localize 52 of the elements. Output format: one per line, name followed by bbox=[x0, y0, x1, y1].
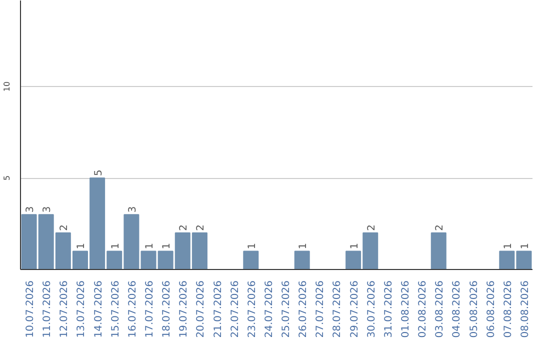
x-tick-label: 02.08.2026 bbox=[418, 280, 429, 338]
x-tick-label: 15.07.2026 bbox=[110, 280, 122, 338]
x-tick-label: 13.07.2026 bbox=[76, 280, 88, 338]
x-tick-label: 06.08.2026 bbox=[486, 280, 497, 338]
x-tick-label: 24.07.2026 bbox=[264, 280, 275, 338]
x-tick-label: 23.07.2026 bbox=[246, 280, 258, 338]
x-tick-label: 19.07.2026 bbox=[178, 280, 190, 338]
x-tick-label: 10.07.2026 bbox=[25, 280, 36, 338]
data-label: 1 bbox=[76, 242, 88, 250]
x-tick-label: 28.07.2026 bbox=[332, 280, 344, 338]
data-label: 1 bbox=[349, 242, 360, 250]
data-label: 2 bbox=[366, 224, 378, 231]
data-label: 1 bbox=[162, 242, 173, 250]
x-tick-label: 26.07.2026 bbox=[298, 280, 310, 338]
x-tick-label: 30.07.2026 bbox=[366, 280, 378, 338]
bar bbox=[430, 232, 446, 270]
data-label: 2 bbox=[196, 224, 207, 231]
x-tick-label: 18.07.2026 bbox=[162, 280, 173, 338]
data-label: 1 bbox=[246, 242, 258, 250]
x-tick-label: 29.07.2026 bbox=[349, 280, 360, 338]
bar bbox=[294, 250, 310, 270]
x-tick-label: 07.08.2026 bbox=[502, 280, 514, 338]
x-tick-label: 17.07.2026 bbox=[144, 280, 156, 338]
x-tick-label: 22.07.2026 bbox=[230, 280, 241, 338]
data-label: 1 bbox=[144, 242, 156, 250]
x-tick-label: 04.08.2026 bbox=[452, 280, 463, 338]
x-tick-label: 31.07.2026 bbox=[383, 280, 394, 338]
bar bbox=[243, 250, 259, 270]
data-label: 1 bbox=[520, 242, 531, 250]
x-tick-label: 20.07.2026 bbox=[196, 280, 207, 338]
y-tick-label: 10 bbox=[2, 81, 12, 92]
data-label: 1 bbox=[110, 242, 122, 250]
x-tick-label: 01.08.2026 bbox=[400, 280, 412, 338]
x-tick-label: 14.07.2026 bbox=[93, 280, 104, 338]
data-label: 1 bbox=[502, 242, 514, 250]
data-label: 5 bbox=[93, 170, 104, 176]
x-tick-label: 16.07.2026 bbox=[127, 280, 138, 338]
x-tick-label: 08.08.2026 bbox=[520, 280, 531, 338]
data-label: 1 bbox=[298, 242, 310, 250]
x-tick-label: 12.07.2026 bbox=[59, 280, 70, 338]
data-label: 2 bbox=[434, 224, 446, 231]
data-label: 2 bbox=[59, 224, 70, 231]
x-tick-label: 03.08.2026 bbox=[434, 280, 446, 338]
x-tick-label: 27.07.2026 bbox=[315, 280, 326, 338]
data-label: 3 bbox=[42, 206, 54, 213]
data-label: 2 bbox=[178, 224, 190, 231]
data-label: 3 bbox=[25, 206, 36, 213]
x-tick-label: 05.08.2026 bbox=[468, 280, 480, 338]
data-label: 3 bbox=[127, 206, 138, 213]
x-tick-label: 25.07.2026 bbox=[281, 280, 292, 338]
x-tick-label: 21.07.2026 bbox=[212, 280, 224, 338]
x-tick-label: 11.07.2026 bbox=[42, 280, 54, 338]
